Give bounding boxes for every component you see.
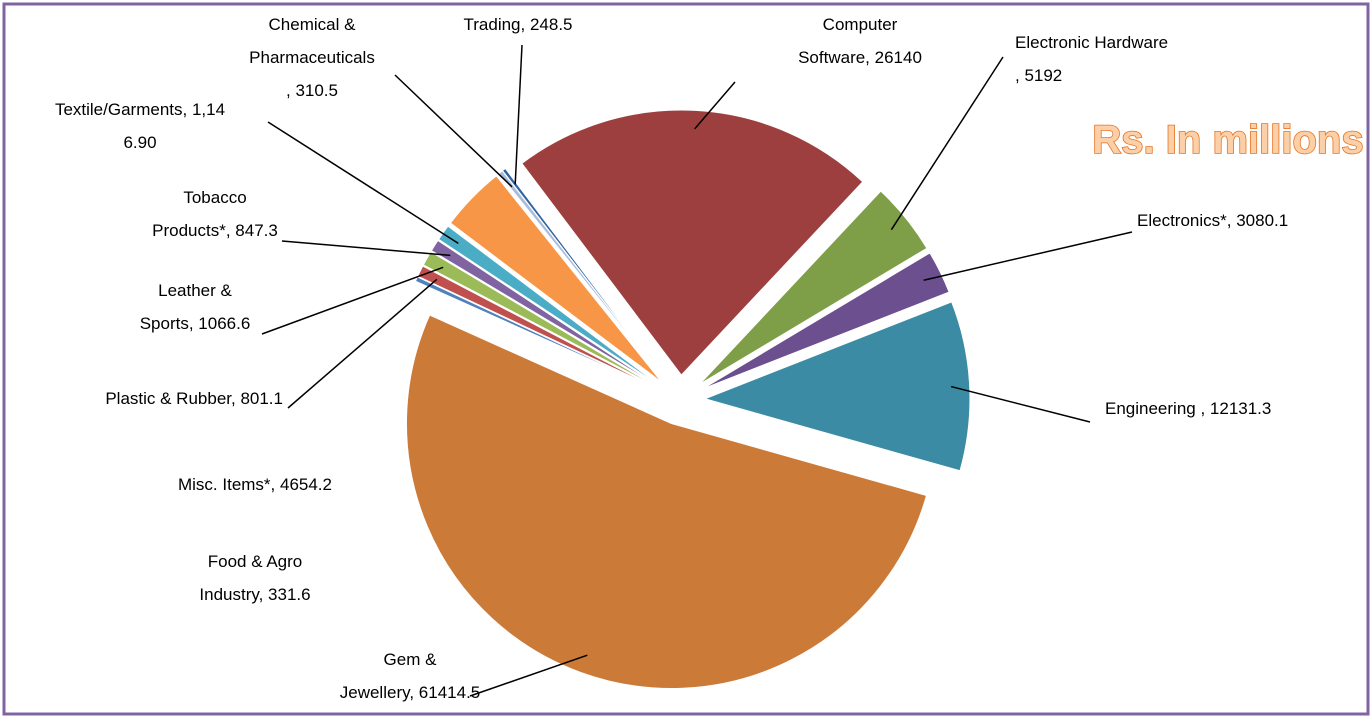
data-label: Electronic Hardware, 5192 [1015,33,1168,85]
pie-slice [449,175,663,383]
pie-slice [699,190,928,385]
data-label: Engineering , 12131.3 [1105,399,1271,418]
data-label: Gem & Jewellery, 61414.5 [340,650,481,702]
leader-line [514,44,523,185]
pie-slice [422,251,659,389]
pie-slice [430,239,660,388]
pie-slice [703,301,971,472]
pie-slice [501,167,666,381]
leader-line [694,81,736,130]
leader-line [890,56,1004,231]
data-label: Food & Agro Industry, 331.6 [199,552,310,604]
pie-slice [406,314,928,689]
data-label: Electronics*, 3080.1 [1137,211,1288,230]
leader-line [281,240,451,257]
data-label: Tobacco Products*, 847.3 [152,188,278,240]
data-label: Trading, 248.5 [464,15,573,34]
leader-line [261,266,444,335]
pie-slice [437,225,660,386]
data-label: Textile/Garments, 1,14 6.90 [55,100,225,152]
leader-line [267,121,459,244]
pie-slice [702,252,950,390]
chart-title: Rs. In millions [1092,118,1363,162]
data-label: Misc. Items*, 4654.2 [178,475,332,494]
data-label: Plastic & Rubber, 801.1 [105,389,283,408]
leader-line [950,385,1091,423]
leader-line [394,74,513,188]
leader-line [469,654,588,697]
data-label: Chemical & Pharmaceuticals, 310.5 [249,15,375,100]
leader-line [287,278,438,409]
data-label: Computer Software, 26140 [798,15,922,67]
leader-line [923,231,1133,282]
pie-slice [521,109,864,376]
data-label: Leather & Sports, 1066.6 [140,281,251,333]
